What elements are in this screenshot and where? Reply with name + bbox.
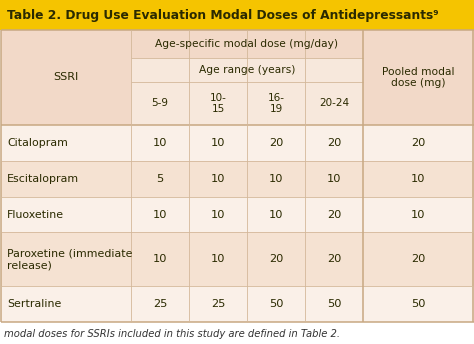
Text: Paroxetine (immediate
release): Paroxetine (immediate release) <box>7 248 133 270</box>
Text: 25: 25 <box>153 299 167 309</box>
Text: Escitalopram: Escitalopram <box>7 174 79 184</box>
Text: 10: 10 <box>153 138 167 148</box>
Text: SSRI: SSRI <box>54 73 79 83</box>
Bar <box>1 125 474 161</box>
Text: Citalopram: Citalopram <box>7 138 68 148</box>
Text: 20: 20 <box>327 209 341 219</box>
Text: 20: 20 <box>269 138 283 148</box>
Bar <box>131 58 363 125</box>
Text: Table 2. Drug Use Evaluation Modal Doses of Antidepressants⁹: Table 2. Drug Use Evaluation Modal Doses… <box>7 9 438 21</box>
Text: 10: 10 <box>411 174 426 184</box>
Text: 50: 50 <box>327 299 341 309</box>
Text: 50: 50 <box>269 299 283 309</box>
Text: 10-
15: 10- 15 <box>210 93 227 114</box>
Text: 50: 50 <box>411 299 426 309</box>
Text: 10: 10 <box>211 138 225 148</box>
Text: Pooled modal
dose (mg): Pooled modal dose (mg) <box>382 67 455 88</box>
Bar <box>1 233 474 286</box>
Text: 10: 10 <box>211 254 225 264</box>
Text: 16-
19: 16- 19 <box>267 93 284 114</box>
Text: Age range (years): Age range (years) <box>199 65 295 75</box>
Bar <box>1 286 474 322</box>
Bar <box>1 30 474 125</box>
Text: 10: 10 <box>211 209 225 219</box>
Text: 10: 10 <box>211 174 225 184</box>
Bar <box>1 161 474 197</box>
Bar <box>0 0 474 30</box>
Text: Fluoxetine: Fluoxetine <box>7 209 64 219</box>
Text: 25: 25 <box>211 299 225 309</box>
Text: 5: 5 <box>156 174 164 184</box>
Text: 10: 10 <box>269 174 283 184</box>
Bar <box>1 197 474 233</box>
Text: 20: 20 <box>269 254 283 264</box>
Text: 10: 10 <box>269 209 283 219</box>
Text: 10: 10 <box>153 209 167 219</box>
Text: 20: 20 <box>411 254 426 264</box>
Text: 10: 10 <box>153 254 167 264</box>
Text: 5-9: 5-9 <box>152 98 168 108</box>
Text: 20: 20 <box>327 138 341 148</box>
Text: modal doses for SSRIs included in this study are defined in Table 2.: modal doses for SSRIs included in this s… <box>4 329 340 339</box>
Text: Sertraline: Sertraline <box>7 299 61 309</box>
Text: 10: 10 <box>327 174 341 184</box>
Text: 20-24: 20-24 <box>319 98 349 108</box>
Text: 20: 20 <box>327 254 341 264</box>
Text: 20: 20 <box>411 138 426 148</box>
Text: Age-specific modal dose (mg/day): Age-specific modal dose (mg/day) <box>155 39 338 49</box>
Text: 10: 10 <box>411 209 426 219</box>
